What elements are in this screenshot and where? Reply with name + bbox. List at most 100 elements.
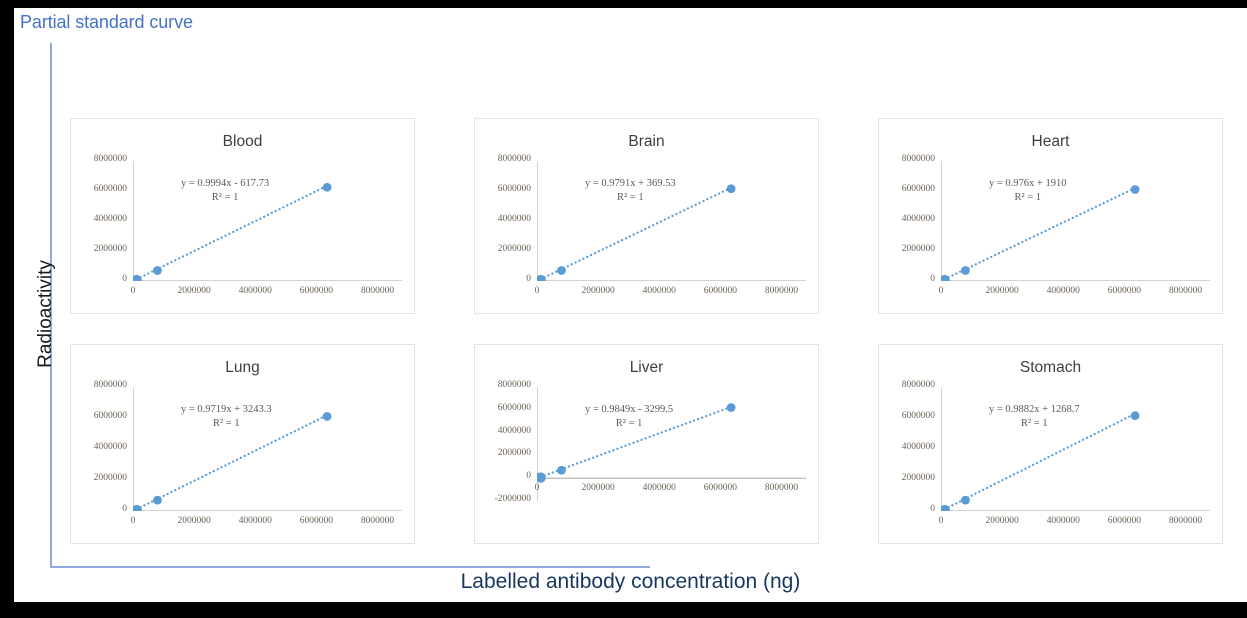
x-tick-label: 2000000 [985,286,1019,296]
trendline [135,184,329,281]
trendline-equation-annotation: y = 0.976x + 1910 R² = 1 [989,177,1066,205]
y-tick-label: 8000000 [93,380,127,390]
plot-svg [133,387,402,511]
x-tick-label: 4000000 [642,286,676,296]
data-point-marker[interactable] [133,274,142,281]
x-tick-label: 2000000 [581,483,615,494]
y-tick-label: 8000000 [497,154,531,164]
x-tick-label: 4000000 [1046,286,1080,296]
data-point-marker[interactable] [961,495,970,505]
x-tick-label: 0 [938,286,944,296]
y-tick-label: 6000000 [497,184,531,194]
chart-panel-liver[interactable]: Liver 8000000 6000000 4000000 2000000 0 -20000… [474,344,819,544]
chart-panel-stomach[interactable]: Stomach 8000000 6000000 4000000 2000000 0 0 200… [878,344,1223,544]
y-tick-label: 6000000 [901,411,935,421]
trendline [135,414,329,511]
y-tick-label: 4000000 [497,214,531,224]
data-point-marker[interactable] [1130,411,1140,421]
plot-area [537,161,806,281]
equation-text: y = 0.9791x + 369.53 [585,178,676,189]
x-tick-label: 4000000 [1046,516,1080,526]
chart-title: Heart [1031,133,1070,150]
chart-title: Lung [225,359,260,376]
r-squared-text: R² = 1 [211,192,239,204]
chart-panel-heart[interactable]: Heart 8000000 6000000 4000000 2000000 0 0 20000… [878,118,1223,314]
y-tick-label: 8000000 [901,380,935,390]
x-tick-label: 8000000 [1168,516,1203,526]
chart-title: Stomach [1019,359,1082,376]
x-tick-label: 6000000 [703,286,738,296]
data-point-marker[interactable] [941,504,950,511]
x-tick-label: 2000000 [985,516,1019,526]
data-point-marker[interactable] [153,266,162,275]
data-point-marker[interactable] [537,472,546,483]
y-tick-label: 4000000 [901,214,935,224]
data-point-marker[interactable] [557,465,566,475]
trendline-equation-annotation: y = 0.9791x + 369.53 R² = 1 [585,177,676,205]
y-tick-label: 0 [122,504,127,514]
data-point-marker[interactable] [961,266,970,275]
y-tick-label: -2000000 [494,494,531,504]
r-squared-text: R² = 1 [1014,192,1042,204]
data-point-marker[interactable] [1130,185,1140,194]
chart-title: Brain [628,133,665,150]
equation-text: y = 0.976x + 1910 [989,178,1067,189]
data-point-marker[interactable] [153,495,162,505]
equation-text: y = 0.9849x - 3299.5 [585,404,674,415]
slide-title: Partial standard curve [20,12,193,32]
data-point-marker[interactable] [322,182,332,192]
plot-svg [941,387,1210,511]
slide-axis-vertical-line [50,43,52,568]
trendline-equation-annotation: y = 0.9719x + 3243.3 R² = 1 [181,403,272,431]
plot-svg [941,161,1210,281]
plot-svg [133,161,402,281]
y-tick-label: 2000000 [497,448,531,459]
y-tick-label: 4000000 [93,214,127,224]
x-tick-label: 8000000 [360,286,395,296]
chart-panel-blood[interactable]: Blood 8000000 6000000 4000000 2000000 0 0 20000… [70,118,415,314]
trendline-equation-annotation: y = 0.9882x + 1268.7 R² = 1 [989,403,1080,431]
x-tick-label: 6000000 [1107,286,1142,296]
trendline [539,186,733,281]
y-tick-label: 6000000 [93,411,127,421]
x-tick-label: 8000000 [360,516,395,526]
x-tick-label: 0 [534,483,540,494]
y-tick-label: 2000000 [901,473,935,483]
x-tick-label: 6000000 [299,516,334,526]
data-point-marker[interactable] [322,412,332,421]
r-squared-text: R² = 1 [615,418,643,430]
plot-area [941,161,1210,281]
plot-svg [537,387,806,501]
x-tick-label: 6000000 [299,286,334,296]
data-point-marker[interactable] [941,274,950,281]
data-point-marker[interactable] [133,504,142,511]
y-tick-label: 2000000 [93,473,127,483]
x-tick-label: 8000000 [1168,286,1203,296]
plot-area [133,161,402,281]
x-tick-label: 0 [130,516,136,526]
trendline-equation-annotation: y = 0.9994x - 617.73 R² = 1 [181,177,269,205]
data-point-marker[interactable] [557,266,566,275]
y-tick-label: 4000000 [901,442,935,452]
y-tick-label: 0 [526,471,531,482]
x-tick-label: 8000000 [764,286,799,296]
x-tick-label: 6000000 [1107,516,1142,526]
data-point-marker[interactable] [726,403,736,412]
equation-text: y = 0.9719x + 3243.3 [181,404,272,415]
data-point-marker[interactable] [726,184,736,194]
y-tick-label: 0 [122,274,127,284]
data-point-marker[interactable] [537,274,546,281]
r-squared-text: R² = 1 [213,418,240,430]
y-tick-label: 6000000 [497,402,531,413]
plot-svg [537,161,806,281]
y-tick-label: 6000000 [93,184,127,194]
chart-panel-brain[interactable]: Brain 8000000 6000000 4000000 2000000 0 0 20000… [474,118,819,314]
trendline [943,186,1137,281]
chart-panel-lung[interactable]: Lung 8000000 6000000 4000000 2000000 0 0 200000… [70,344,415,544]
slide-axis-horizontal-line [50,566,650,568]
chart-title: Blood [222,133,263,150]
equation-text: y = 0.9882x + 1268.7 [989,404,1080,415]
y-tick-label: 0 [930,274,935,284]
trendline-equation-annotation: y = 0.9849x - 3299.5 R² = 1 [585,403,673,431]
plot-area [537,387,806,501]
